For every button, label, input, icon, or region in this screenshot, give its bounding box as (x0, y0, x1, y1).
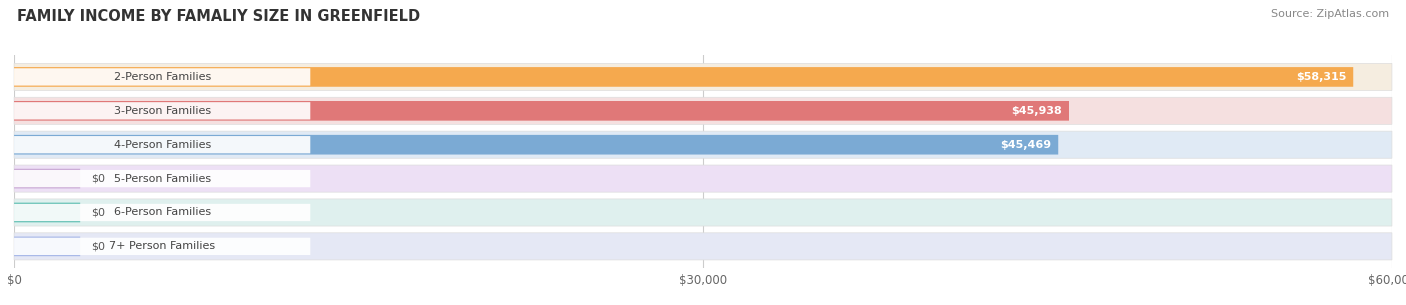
Text: $58,315: $58,315 (1296, 72, 1347, 82)
FancyBboxPatch shape (14, 68, 311, 86)
Text: $45,469: $45,469 (1000, 140, 1052, 150)
FancyBboxPatch shape (14, 131, 1392, 158)
Text: $45,938: $45,938 (1011, 106, 1062, 116)
FancyBboxPatch shape (14, 238, 311, 255)
Text: 2-Person Families: 2-Person Families (114, 72, 211, 82)
FancyBboxPatch shape (14, 233, 1392, 260)
Text: FAMILY INCOME BY FAMALIY SIZE IN GREENFIELD: FAMILY INCOME BY FAMALIY SIZE IN GREENFI… (17, 9, 420, 24)
FancyBboxPatch shape (14, 67, 1353, 87)
FancyBboxPatch shape (14, 170, 311, 187)
Text: 6-Person Families: 6-Person Families (114, 207, 211, 217)
Text: $0: $0 (91, 241, 105, 251)
FancyBboxPatch shape (14, 204, 311, 221)
FancyBboxPatch shape (14, 165, 1392, 192)
FancyBboxPatch shape (14, 97, 1392, 124)
FancyBboxPatch shape (14, 63, 1392, 91)
Text: 5-Person Families: 5-Person Families (114, 174, 211, 184)
FancyBboxPatch shape (14, 203, 80, 222)
Text: $0: $0 (91, 174, 105, 184)
FancyBboxPatch shape (14, 135, 1059, 155)
Text: Source: ZipAtlas.com: Source: ZipAtlas.com (1271, 9, 1389, 19)
Text: 4-Person Families: 4-Person Families (114, 140, 211, 150)
FancyBboxPatch shape (14, 102, 311, 120)
Text: 7+ Person Families: 7+ Person Families (110, 241, 215, 251)
Text: 3-Person Families: 3-Person Families (114, 106, 211, 116)
FancyBboxPatch shape (14, 169, 80, 188)
FancyBboxPatch shape (14, 136, 311, 153)
FancyBboxPatch shape (14, 237, 80, 256)
FancyBboxPatch shape (14, 101, 1069, 121)
Text: $0: $0 (91, 207, 105, 217)
FancyBboxPatch shape (14, 199, 1392, 226)
